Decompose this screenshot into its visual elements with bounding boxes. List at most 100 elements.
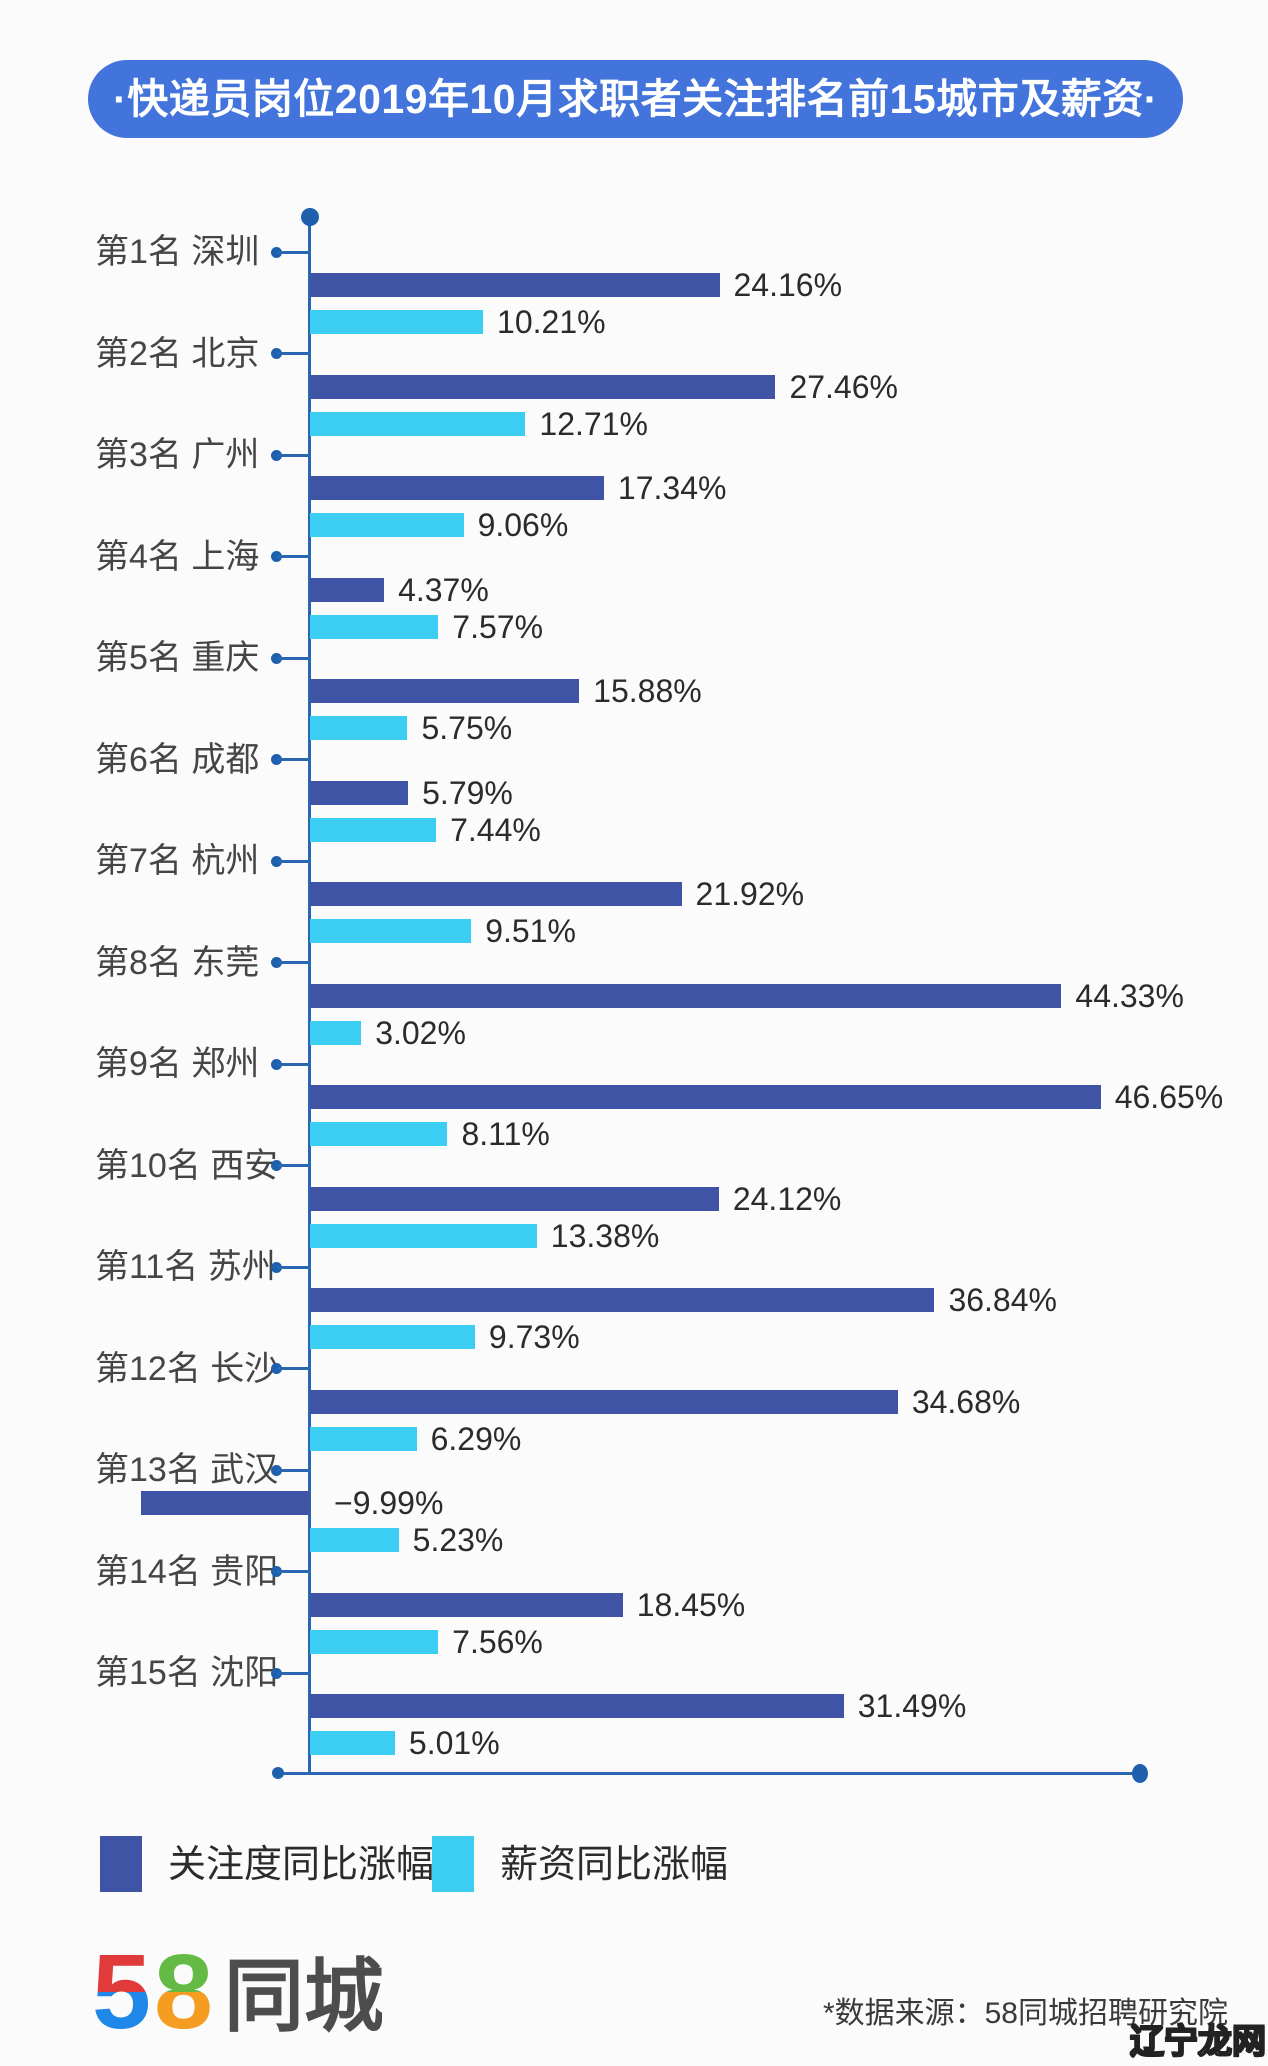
chart-title: ·快递员岗位2019年10月求职者关注排名前15城市及薪资·	[88, 60, 1183, 138]
axis-tick-dot	[271, 1667, 282, 1679]
axis-tick-line	[277, 1164, 310, 1167]
axis-tick-dot	[271, 855, 282, 867]
axis-tick-line	[277, 453, 310, 457]
axis-tick-dot	[271, 551, 282, 562]
axis-tick-line	[277, 555, 310, 558]
attention-value-label: 24.16%	[733, 267, 843, 303]
horizontal-axis-left-dot	[272, 1767, 284, 1779]
category-label: 第14名 贵阳	[95, 1552, 279, 1591]
category-label: 第5名 重庆	[95, 639, 260, 677]
salary-value-label: 5.23%	[412, 1522, 504, 1558]
vertical-axis-line	[308, 217, 311, 1774]
logo-58tongcheng: 5 8 同城	[92, 1938, 382, 2042]
attention-bar	[310, 577, 385, 602]
legend-swatch-attention	[100, 1836, 142, 1892]
axis-tick-dot	[271, 449, 282, 461]
watermark-part1: 辽宁	[1129, 2022, 1199, 2062]
axis-tick-line	[277, 961, 310, 964]
attention-value-label: 27.46%	[789, 368, 898, 405]
attention-value-label: 15.88%	[593, 673, 702, 709]
axis-tick-dot	[271, 246, 282, 258]
attention-value-label: 18.45%	[636, 1586, 746, 1623]
attention-bar	[310, 1085, 1101, 1109]
logo-digit-5: 5	[92, 1938, 151, 2042]
salary-value-label: 10.21%	[497, 304, 606, 340]
salary-bar	[310, 1426, 417, 1451]
attention-value-label: 5.79%	[422, 774, 513, 811]
attention-bar	[310, 1288, 935, 1312]
salary-value-label: 7.57%	[452, 608, 544, 645]
axis-tick-line	[277, 1468, 310, 1472]
attention-value-label: 17.34%	[617, 470, 727, 506]
legend-label-attention: 关注度同比涨幅	[168, 1844, 435, 1886]
data-source-note: *数据来源：58同城招聘研究院	[822, 1997, 1228, 2030]
category-label: 第2名 北京	[95, 334, 260, 373]
salary-value-label: 8.11%	[461, 1116, 550, 1152]
attention-bar	[310, 476, 604, 500]
salary-value-label: 3.02%	[375, 1014, 466, 1051]
axis-tick-line	[277, 656, 310, 660]
attention-value-label: 36.84%	[948, 1282, 1057, 1318]
salary-value-label: 12.71%	[539, 405, 648, 442]
watermark: 辽宁龙网	[1129, 2014, 1267, 2063]
salary-bar	[310, 411, 526, 436]
axis-tick-dot	[271, 754, 282, 765]
axis-tick-dot	[271, 1566, 282, 1577]
salary-value-label: 6.29%	[430, 1420, 522, 1457]
axis-tick-dot	[271, 1464, 282, 1476]
attention-value-label: 21.92%	[695, 876, 805, 912]
category-label: 第15名 沈阳	[95, 1654, 279, 1692]
salary-bar	[310, 1629, 439, 1654]
axis-tick-dot	[271, 652, 282, 664]
axis-tick-dot	[271, 1160, 282, 1171]
legend-label-salary: 薪资同比涨幅	[500, 1844, 729, 1886]
axis-tick-line	[277, 1265, 310, 1269]
salary-bar	[310, 1528, 399, 1552]
attention-value-label: 24.12%	[732, 1180, 842, 1217]
axis-tick-dot	[271, 1261, 282, 1273]
attention-value-label: −9.99%	[334, 1485, 444, 1521]
salary-value-label: 7.56%	[452, 1623, 543, 1660]
category-label: 第11名 苏州	[95, 1248, 276, 1286]
attention-bar	[140, 1491, 310, 1515]
axis-tick-line	[277, 1062, 310, 1066]
axis-tick-line	[277, 758, 310, 761]
axis-tick-line	[277, 1367, 310, 1370]
attention-bar	[310, 679, 580, 703]
attention-bar	[310, 273, 720, 297]
salary-bar	[310, 1731, 395, 1755]
salary-value-label: 9.06%	[477, 507, 569, 543]
category-label: 第8名 东莞	[95, 943, 260, 982]
attention-bar	[310, 1694, 844, 1718]
attention-bar	[310, 983, 1062, 1008]
logo-cn-text: 同城	[224, 1952, 382, 2041]
attention-value-label: 44.33%	[1075, 977, 1184, 1014]
salary-bar	[310, 716, 408, 740]
salary-value-label: 5.01%	[408, 1725, 500, 1761]
attention-bar	[310, 1592, 623, 1617]
salary-value-label: 7.44%	[450, 811, 541, 848]
axis-tick-dot	[271, 348, 282, 359]
vertical-axis-top-dot	[301, 208, 319, 226]
salary-value-label: 9.73%	[488, 1319, 580, 1355]
logo-digit-8: 8	[154, 1938, 213, 2042]
legend-swatch-salary	[432, 1836, 474, 1892]
salary-bar	[310, 919, 472, 943]
category-label: 第9名 郑州	[95, 1045, 260, 1083]
axis-tick-dot	[271, 1058, 282, 1070]
axis-tick-line	[277, 250, 310, 254]
attention-value-label: 46.65%	[1114, 1079, 1224, 1115]
salary-bar	[310, 1020, 362, 1045]
category-label: 第7名 杭州	[95, 842, 260, 880]
salary-value-label: 9.51%	[485, 913, 576, 949]
attention-value-label: 4.37%	[398, 571, 489, 608]
category-label: 第13名 武汉	[95, 1451, 279, 1489]
watermark-part2: 龙网	[1197, 2022, 1267, 2062]
salary-bar	[310, 1122, 448, 1146]
salary-value-label: 5.75%	[421, 710, 513, 746]
axis-tick-line	[277, 859, 310, 863]
category-label: 第4名 上海	[95, 537, 260, 576]
axis-tick-dot	[271, 1363, 282, 1374]
salary-bar	[310, 817, 437, 842]
